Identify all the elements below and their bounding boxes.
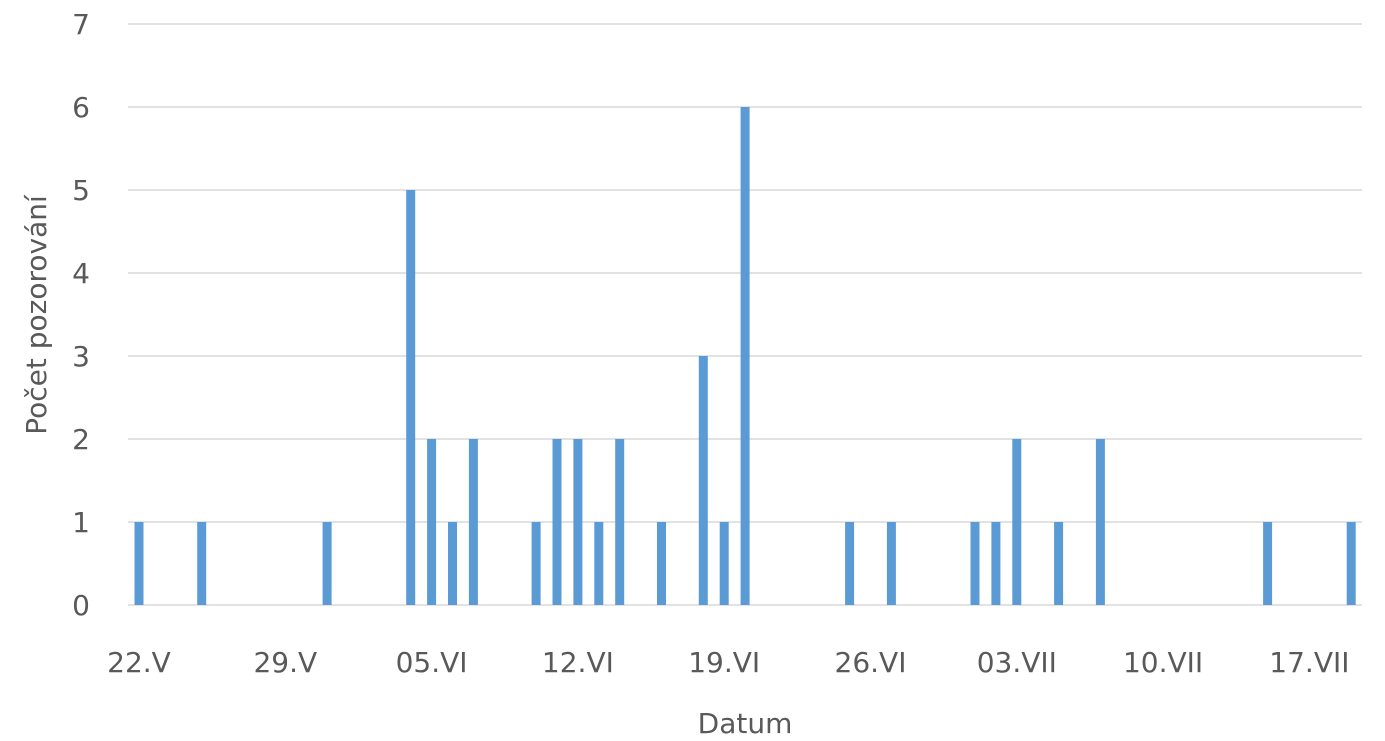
bar (698, 356, 708, 605)
bar (657, 522, 666, 605)
bar (322, 522, 332, 605)
y-tick-label: 4 (72, 257, 90, 290)
bar (1263, 522, 1273, 605)
bar (406, 190, 416, 605)
x-tick-label: 22.V (107, 646, 171, 679)
bar (719, 522, 729, 605)
x-tick-label: 10.VII (1123, 646, 1203, 679)
bar (468, 439, 478, 605)
y-tick-label: 1 (72, 506, 90, 539)
y-tick-label: 7 (72, 8, 90, 41)
x-tick-label: 29.V (253, 646, 317, 679)
bar (134, 522, 144, 605)
x-tick-label: 05.VI (396, 646, 468, 679)
bar (427, 439, 437, 605)
bars (134, 107, 1356, 605)
x-tick-label: 12.VI (542, 646, 614, 679)
bar (991, 522, 1001, 605)
bar (1012, 439, 1022, 605)
y-tick-label: 2 (72, 423, 90, 456)
bar (531, 522, 541, 605)
bar (448, 522, 457, 605)
y-tick-label: 3 (72, 340, 90, 373)
bar (573, 439, 583, 605)
bar (615, 439, 625, 605)
bar (552, 439, 562, 605)
x-tick-label: 19.VI (688, 646, 760, 679)
x-tick-label: 26.VI (835, 646, 907, 679)
x-axis-ticks: 22.V 29.V 05.VI 12.VI 19.VI 26.VI 03.VII 10.VII… (107, 646, 1349, 679)
bar (1346, 522, 1356, 605)
y-tick-label: 0 (72, 589, 90, 622)
bar (1095, 439, 1105, 605)
y-axis-title: Počet pozorování (20, 194, 53, 435)
bar (1054, 522, 1064, 605)
bar (594, 522, 604, 605)
bar (970, 522, 980, 605)
y-tick-label: 6 (72, 91, 90, 124)
bar (845, 522, 855, 605)
x-axis-title: Datum (698, 707, 793, 740)
x-tick-label: 17.VII (1269, 646, 1349, 679)
bar (197, 522, 207, 605)
bar (740, 107, 750, 605)
bar (886, 522, 896, 605)
x-tick-label: 03.VII (977, 646, 1057, 679)
y-tick-label: 5 (72, 174, 90, 207)
y-axis-ticks: 0 1 2 3 4 5 6 7 (72, 8, 90, 622)
